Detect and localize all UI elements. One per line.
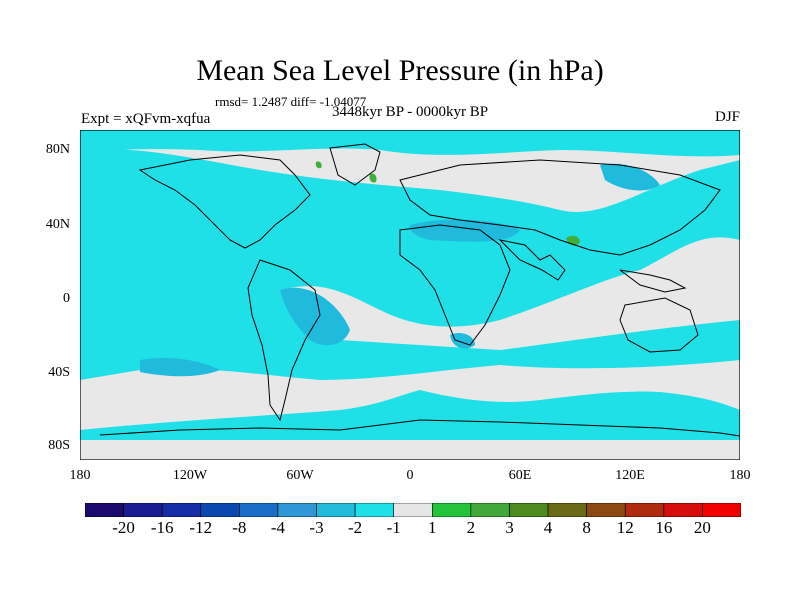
- colorbar-swatch: [161, 503, 202, 517]
- lat-tick-label: 0: [63, 291, 70, 306]
- colorbar-swatch: [470, 503, 510, 517]
- colorbar-tick-label: -12: [189, 518, 213, 537]
- colorbar-swatch: [277, 503, 317, 517]
- lon-tick-label: 120W: [172, 468, 208, 483]
- colorbar-swatch: [702, 503, 741, 517]
- plot-subtitle: 3448kyr BP - 0000kyr BP: [331, 104, 489, 120]
- colorbar-tick-label: -3: [309, 518, 324, 537]
- anomaly-fields: [80, 130, 740, 440]
- colorbar-tick-label: -4: [270, 518, 286, 537]
- lon-tick-label: 180: [69, 468, 91, 483]
- lon-tick-label: 60W: [286, 468, 314, 483]
- colorbar-tick-label: 16: [655, 518, 673, 537]
- colorbar-swatch: [393, 503, 433, 517]
- map-panel: [80, 130, 740, 460]
- season-label: DJF: [714, 109, 740, 125]
- colorbar-swatch: [509, 503, 549, 517]
- colorbar-tick-label: 12: [616, 518, 634, 537]
- lat-tick-label: 80S: [48, 438, 70, 453]
- plot-title: Mean Sea Level Pressure (in hPa): [196, 54, 604, 87]
- lon-tick-label: 60E: [508, 468, 532, 483]
- colorbar-tick-label: -16: [150, 518, 174, 537]
- colorbar-tick-label: 3: [505, 518, 514, 537]
- colorbar-swatch: [547, 503, 587, 517]
- colorbar-swatch: [586, 503, 626, 517]
- colorbar-tick-label: 1: [428, 518, 437, 537]
- colorbar: [85, 503, 741, 517]
- colorbar-tick-label: 8: [582, 518, 591, 537]
- lat-tick-label: 40S: [48, 365, 70, 380]
- colorbar-swatch: [316, 503, 356, 517]
- colorbar-swatch: [239, 503, 279, 517]
- coastlines: [99, 143, 740, 437]
- colorbar-tick-label: 20: [693, 518, 711, 537]
- colorbar-tick-label: 2: [466, 518, 476, 537]
- lat-tick-label: 40N: [45, 217, 70, 232]
- lon-tick-label: 0: [406, 468, 414, 483]
- experiment-label: Expt = xQFvm-xqfua: [81, 111, 211, 127]
- colorbar-swatch: [200, 503, 240, 517]
- stats-text: rmsd= 1.2487 diff= -1.04077: [215, 94, 367, 109]
- colorbar-swatch: [123, 503, 163, 517]
- colorbar-swatch: [663, 503, 703, 517]
- lon-tick-label: 180: [729, 468, 751, 483]
- lat-tick-label: 80N: [45, 142, 70, 157]
- colorbar-swatch: [431, 503, 472, 517]
- colorbar-tick-label: 4: [543, 518, 553, 537]
- colorbar-swatch: [624, 503, 665, 517]
- colorbar-tick-label: -8: [232, 518, 247, 537]
- colorbar-tick-label: -2: [348, 518, 363, 537]
- colorbar-swatch: [85, 503, 124, 517]
- lon-tick-label: 120E: [615, 468, 645, 483]
- colorbar-swatch: [354, 503, 395, 517]
- colorbar-tick-label: -1: [386, 518, 401, 537]
- colorbar-tick-label: -20: [112, 518, 135, 537]
